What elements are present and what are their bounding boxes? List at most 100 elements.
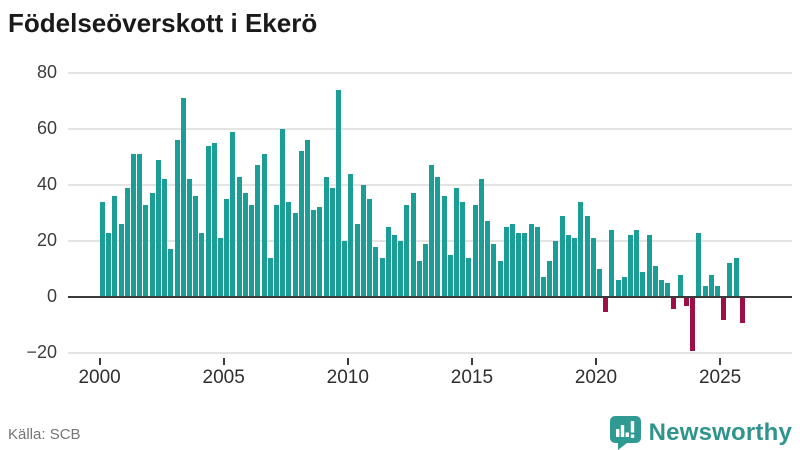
bar-2008-q4 (317, 207, 323, 297)
bar-2000-q2 (106, 232, 112, 297)
gridline--20 (68, 352, 792, 354)
bar-2024-q3 (708, 274, 714, 297)
bar-2006-q2 (255, 165, 261, 297)
bar-2010-q4 (367, 199, 373, 297)
x-tick-2005 (222, 358, 225, 365)
bar-2006-q4 (267, 257, 273, 297)
newsworthy-bubble-chart-icon (609, 416, 641, 450)
bar-2002-q4 (168, 249, 174, 297)
bar-2006-q3 (261, 154, 267, 297)
bar-2018-q1 (547, 260, 553, 297)
bar-2006-q1 (249, 204, 255, 297)
bar-2018-q2 (553, 241, 559, 297)
bar-2020-q3 (609, 229, 615, 297)
bar-2001-q4 (143, 204, 149, 297)
bar-2010-q3 (360, 185, 366, 297)
bar-2008-q1 (298, 151, 304, 297)
bar-2000-q4 (118, 224, 124, 297)
x-tick-2000 (98, 358, 101, 365)
y-tick-label-80: 80 (36, 62, 57, 82)
bar-2004-q3 (211, 143, 217, 297)
bar-2024-q2 (702, 285, 708, 297)
bar-2002-q3 (162, 179, 168, 297)
bar-2015-q3 (485, 221, 491, 297)
chart-title: Födelseöverskott i Ekerö (8, 8, 318, 38)
bar-2013-q4 (441, 196, 447, 297)
bar-2022-q2 (652, 266, 658, 297)
bar-2012-q4 (416, 260, 422, 297)
bar-2020-q4 (615, 280, 621, 297)
bar-2017-q4 (541, 277, 547, 297)
bar-2025-q2 (727, 263, 733, 297)
bar-2005-q1 (224, 199, 230, 297)
y-tick-label-60: 60 (36, 118, 57, 138)
bar-2021-q4 (640, 271, 646, 297)
bar-2019-q1 (572, 238, 578, 297)
bar-2001-q2 (131, 154, 137, 297)
bar-2022-q3 (659, 280, 665, 297)
bar-2018-q4 (565, 235, 571, 297)
bar-2004-q4 (218, 238, 224, 297)
bar-2001-q3 (137, 154, 143, 297)
bar-2010-q2 (354, 224, 360, 297)
bar-2009-q2 (329, 187, 335, 297)
gridline-60 (68, 128, 792, 130)
newsworthy-logo: Newsworthy (609, 416, 792, 450)
bar-2011-q4 (391, 235, 397, 297)
bar-2010-q1 (348, 173, 354, 297)
bar-2022-q4 (665, 283, 671, 297)
bar-2017-q1 (522, 232, 528, 297)
bar-2020-q2 (603, 298, 609, 312)
bar-2022-q1 (646, 235, 652, 297)
bar-2004-q1 (199, 232, 205, 297)
bar-2024-q1 (696, 232, 702, 297)
bar-2005-q4 (242, 193, 248, 297)
bar-2016-q4 (516, 232, 522, 297)
bar-2000-q1 (100, 201, 105, 297)
bar-2015-q2 (478, 179, 484, 297)
bar-2012-q3 (410, 193, 416, 297)
y-tick-label-0: 0 (46, 286, 57, 306)
gridline-80 (68, 72, 792, 74)
bar-2000-q3 (112, 196, 118, 297)
bar-2021-q2 (627, 235, 633, 297)
bar-2023-q1 (671, 298, 677, 310)
bar-2005-q3 (236, 176, 242, 297)
bar-2017-q3 (534, 227, 540, 297)
x-tick-label-2025: 2025 (698, 367, 742, 388)
bar-2021-q3 (634, 229, 640, 297)
bar-2016-q3 (509, 224, 515, 297)
bar-2025-q4 (739, 298, 745, 324)
bar-2012-q2 (404, 204, 410, 297)
y-tick-label-40: 40 (36, 174, 57, 194)
bar-2013-q3 (435, 176, 441, 297)
bar-2007-q2 (280, 129, 286, 297)
bar-2004-q2 (205, 145, 211, 297)
bar-2015-q4 (491, 243, 497, 297)
bar-2003-q2 (180, 98, 186, 297)
x-tick-2010 (346, 358, 349, 365)
bar-2019-q3 (584, 215, 590, 297)
x-tick-2020 (595, 358, 597, 365)
y-tick-label-20: 20 (36, 230, 57, 250)
bar-2009-q3 (336, 89, 342, 297)
bar-2017-q2 (528, 224, 534, 297)
bar-2002-q2 (155, 159, 161, 297)
bar-2013-q1 (423, 243, 428, 297)
bar-2021-q1 (621, 277, 627, 297)
bar-2023-q3 (683, 298, 689, 307)
bar-2013-q2 (429, 165, 435, 297)
x-tick-label-2020: 2020 (574, 367, 618, 388)
bar-2016-q1 (497, 260, 503, 297)
bar-2003-q4 (193, 196, 199, 297)
zero-axis-line (68, 296, 792, 298)
bar-2024-q4 (714, 285, 720, 297)
bar-2018-q3 (559, 215, 565, 297)
bar-2011-q2 (379, 257, 385, 297)
bar-2019-q2 (578, 201, 584, 297)
bar-2005-q2 (230, 131, 236, 297)
y-tick-label--20: −20 (26, 342, 57, 362)
bar-2003-q1 (174, 140, 180, 297)
bar-2008-q3 (311, 210, 317, 297)
